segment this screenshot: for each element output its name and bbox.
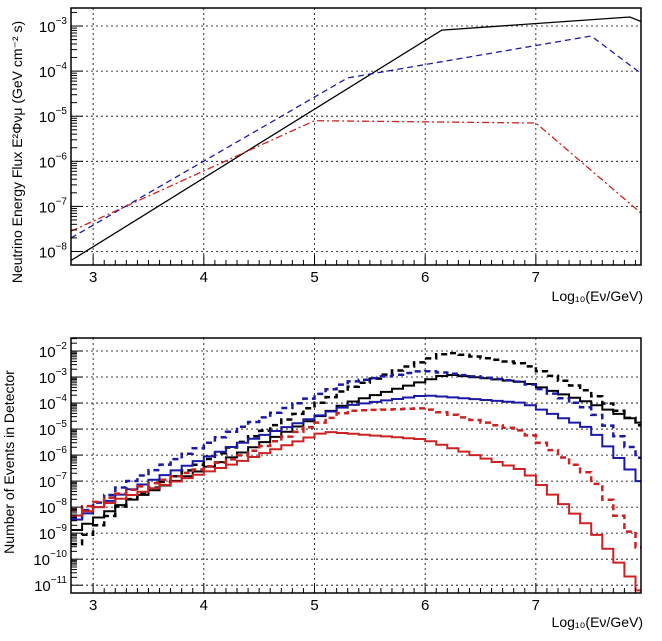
events-x-tick-label: 3 (89, 597, 97, 614)
events-x-tick-label: 6 (421, 597, 429, 614)
events-x-axis-title: Log₁₀(Eν/GeV) (552, 614, 643, 630)
events-series-line-5 (71, 431, 641, 592)
events-y-tick-label: 10−11 (34, 575, 67, 595)
events-grid (71, 338, 641, 593)
flux-frame (70, 7, 642, 266)
flux-x-tick-labels: 3 4 5 6 7 (89, 269, 540, 286)
flux-x-tick-label: 3 (89, 269, 97, 286)
events-x-tick-labels: 3 4 5 6 7 (89, 597, 540, 614)
flux-y-tick-label: 10−7 (39, 196, 68, 216)
events-y-tick-label: 10−3 (39, 367, 68, 387)
events-y-tick-label: 10−5 (39, 419, 68, 439)
flux-x-tick-label: 7 (532, 269, 540, 286)
events-x-tick-label: 7 (532, 597, 540, 614)
flux-series-line-2 (70, 120, 642, 232)
events-panel: 3 4 5 6 7 10−11 10−10 10−9 10−8 10−7 10−6 10−5 10−4… (1, 337, 643, 630)
flux-y-axis-title: Neutrino Energy Flux E²Φνμ (GeV cm⁻² s) (9, 21, 25, 283)
events-series-line-2 (71, 369, 641, 519)
flux-y-tick-label: 10−5 (39, 106, 68, 126)
flux-y-tick-labels: 10−8 10−7 10−6 10−5 10−4 10−3 (39, 16, 68, 261)
events-y-axis-title: Number of Events in Detector (1, 370, 17, 554)
events-x-tick-label: 4 (200, 597, 208, 614)
flux-grid (71, 8, 641, 265)
flux-x-axis-title: Log₁₀(Eν/GeV) (552, 288, 643, 304)
flux-x-tick-label: 4 (200, 269, 208, 286)
events-x-tick-label: 5 (310, 597, 318, 614)
events-y-tick-label: 10−8 (39, 497, 68, 517)
events-y-tick-label: 10−6 (39, 445, 68, 465)
events-series (71, 351, 641, 592)
flux-series-line-1 (70, 35, 642, 239)
flux-y-tick-label: 10−4 (39, 61, 68, 81)
flux-x-tick-label: 5 (310, 269, 318, 286)
events-y-tick-label: 10−7 (39, 471, 68, 491)
events-series-line-3 (71, 394, 641, 521)
flux-ticks (71, 11, 636, 265)
events-y-tick-label: 10−10 (33, 549, 67, 569)
flux-panel: 3 4 5 6 7 10−8 10−7 10−6 10−5 10−4 10−3 Log₁₀(Eν/… (9, 7, 643, 304)
events-ticks (71, 338, 636, 593)
flux-y-tick-label: 10−8 (39, 241, 68, 261)
flux-y-tick-label: 10−3 (39, 16, 68, 36)
flux-series-line-0 (70, 16, 642, 262)
events-y-tick-label: 10−4 (39, 393, 68, 413)
events-series-line-4 (71, 407, 641, 549)
events-y-tick-label: 10−2 (39, 341, 68, 361)
flux-y-tick-label: 10−6 (39, 151, 68, 171)
flux-x-tick-label: 6 (421, 269, 429, 286)
events-y-tick-labels: 10−11 10−10 10−9 10−8 10−7 10−6 10−5 10−4 10−3 10… (33, 341, 67, 595)
events-y-tick-label: 10−9 (39, 523, 68, 543)
flux-series (70, 16, 642, 262)
events-frame (70, 337, 642, 594)
